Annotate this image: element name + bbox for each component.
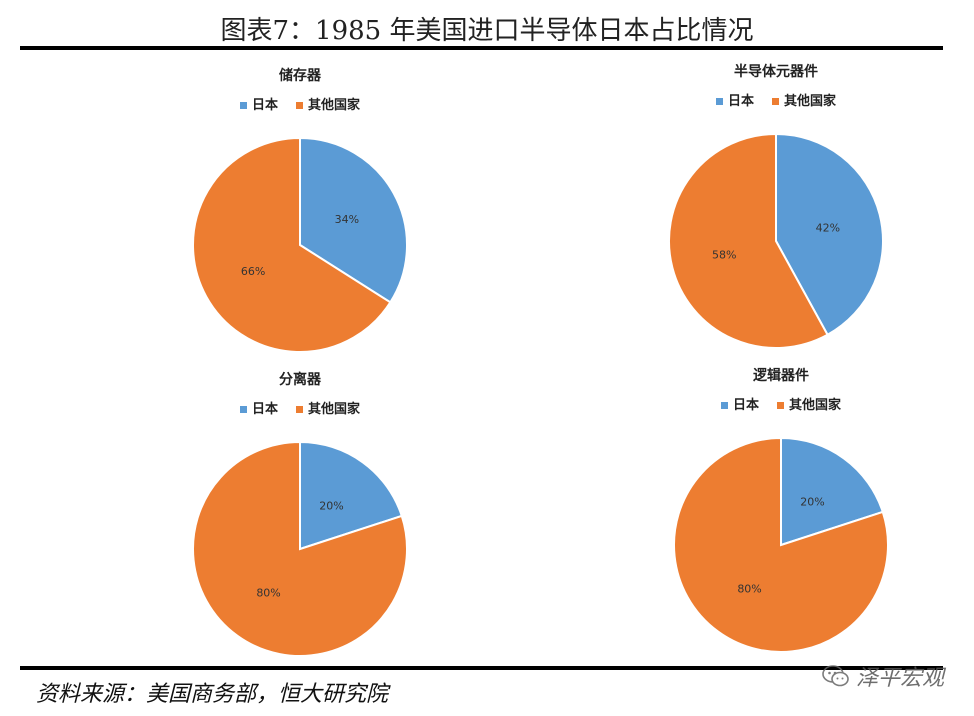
slice-japan-label: 34%	[335, 213, 359, 226]
slice-japan-label: 20%	[319, 500, 343, 513]
watermark: 泽平宏观	[822, 660, 944, 692]
slice-other	[192, 440, 408, 657]
legend-other-swatch	[296, 406, 303, 413]
legend-japan-swatch	[240, 406, 247, 413]
slice-other-label: 80%	[256, 586, 280, 599]
legend-other-swatch	[296, 102, 303, 109]
watermark-text: 泽平宏观	[855, 666, 944, 691]
slice-japan-label: 42%	[816, 222, 840, 235]
legend-other-swatch	[777, 402, 784, 409]
figure-title: 图表7：1985 年美国进口半导体日本占比情况	[220, 16, 754, 46]
bottom-rule	[20, 666, 943, 670]
slice-other	[192, 136, 392, 353]
legend-japan-label: 日本	[733, 397, 759, 413]
top-rule	[20, 46, 943, 50]
slice-other-label: 66%	[241, 265, 265, 278]
slice-other	[668, 132, 829, 349]
slice-japan	[775, 132, 884, 337]
slice-japan	[299, 440, 404, 551]
chart-title: 逻辑器件	[753, 367, 809, 384]
chart-title: 分离器	[279, 371, 322, 388]
slice-japan-label: 20%	[800, 496, 824, 509]
slice-japan	[780, 436, 885, 547]
legend-japan-label: 日本	[252, 97, 278, 113]
legend-japan-swatch	[240, 102, 247, 109]
legend-japan-label: 日本	[252, 401, 278, 417]
slice-other	[673, 436, 889, 653]
slice-other-label: 58%	[712, 248, 736, 261]
legend-japan-swatch	[716, 98, 723, 105]
legend-japan-swatch	[721, 402, 728, 409]
legend-other-label: 其他国家	[784, 93, 837, 109]
slice-other-label: 80%	[737, 582, 761, 595]
chart-title: 储存器	[278, 67, 322, 84]
legend-other-label: 其他国家	[789, 397, 842, 413]
legend-other-label: 其他国家	[308, 401, 361, 417]
source-note: 资料来源：美国商务部，恒大研究院	[36, 682, 389, 707]
chart-title: 半导体元器件	[734, 63, 818, 80]
legend-other-swatch	[772, 98, 779, 105]
legend-other-label: 其他国家	[308, 97, 361, 113]
legend-japan-label: 日本	[728, 93, 754, 109]
wechat-icon	[822, 665, 849, 687]
